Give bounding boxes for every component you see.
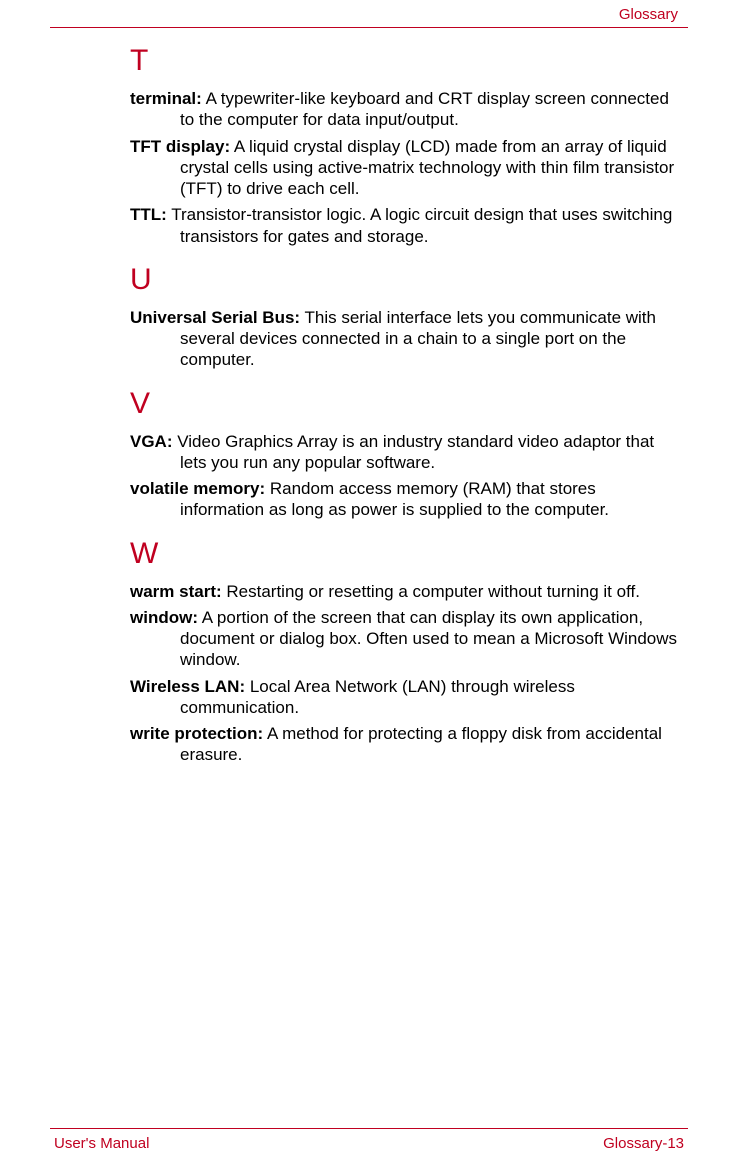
glossary-entry: warm start: Restarting or resetting a co…: [130, 581, 678, 602]
footer-left: User's Manual: [54, 1135, 149, 1152]
content-area: T terminal: A typewriter-like keyboard a…: [50, 28, 688, 766]
glossary-definition: A portion of the screen that can display…: [180, 608, 677, 670]
header-section-label: Glossary: [619, 6, 678, 23]
glossary-term: TFT display:: [130, 137, 230, 156]
section-letter-u: U: [130, 263, 678, 297]
glossary-term: VGA:: [130, 432, 173, 451]
page-header: Glossary: [50, 0, 688, 24]
footer-row: User's Manual Glossary-13: [50, 1135, 688, 1152]
glossary-entry: TTL: Transistor-transistor logic. A logi…: [130, 204, 678, 247]
glossary-definition: A liquid crystal display (LCD) made from…: [180, 137, 674, 199]
glossary-entry: Wireless LAN: Local Area Network (LAN) t…: [130, 676, 678, 719]
glossary-term: write protection:: [130, 724, 263, 743]
glossary-definition: A typewriter-like keyboard and CRT displ…: [180, 89, 669, 129]
glossary-term: TTL:: [130, 205, 167, 224]
glossary-entry: volatile memory: Random access memory (R…: [130, 478, 678, 521]
footer-rule: [50, 1128, 688, 1129]
glossary-definition: Transistor-transistor logic. A logic cir…: [171, 205, 672, 245]
page: Glossary T terminal: A typewriter-like k…: [0, 0, 738, 1176]
page-footer: User's Manual Glossary-13: [50, 1128, 688, 1152]
glossary-entry: TFT display: A liquid crystal display (L…: [130, 136, 678, 200]
glossary-definition: Video Graphics Array is an industry stan…: [177, 432, 654, 472]
glossary-definition: Restarting or resetting a computer witho…: [226, 582, 640, 601]
glossary-term: warm start:: [130, 582, 222, 601]
footer-right: Glossary-13: [603, 1135, 684, 1152]
glossary-entry: Universal Serial Bus: This serial interf…: [130, 307, 678, 371]
glossary-term: terminal:: [130, 89, 202, 108]
section-letter-v: V: [130, 387, 678, 421]
glossary-entry: terminal: A typewriter-like keyboard and…: [130, 88, 678, 131]
glossary-entry: VGA: Video Graphics Array is an industry…: [130, 431, 678, 474]
glossary-term: window:: [130, 608, 198, 627]
glossary-entry: write protection: A method for protectin…: [130, 723, 678, 766]
section-letter-t: T: [130, 44, 678, 78]
glossary-entry: window: A portion of the screen that can…: [130, 607, 678, 671]
glossary-term: volatile memory:: [130, 479, 265, 498]
section-letter-w: W: [130, 537, 678, 571]
glossary-term: Universal Serial Bus:: [130, 308, 300, 327]
glossary-term: Wireless LAN:: [130, 677, 245, 696]
